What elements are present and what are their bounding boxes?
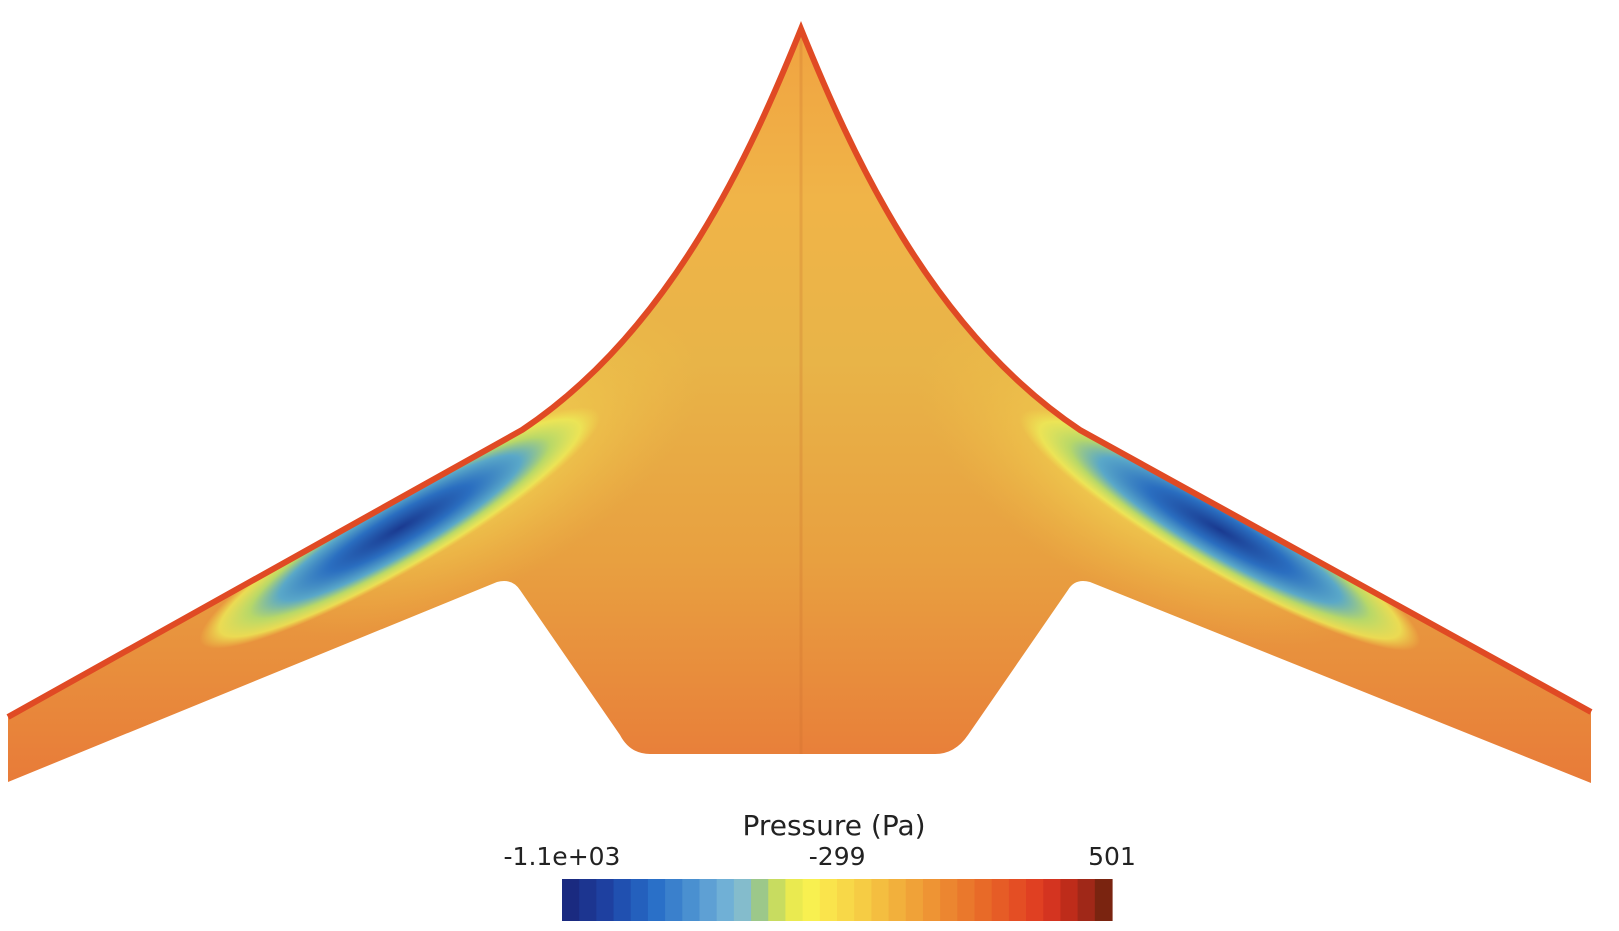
colorbar-segment	[871, 879, 890, 921]
leading-edge	[6, 21, 1593, 720]
colorbar: -1.1e+03 -299 501	[504, 842, 1136, 921]
colorbar-segment	[716, 879, 735, 921]
colorbar-segment	[940, 879, 958, 921]
colorbar-segment	[768, 879, 787, 921]
colorbar-segment	[974, 879, 993, 921]
colorbar-segment	[819, 879, 838, 921]
colorbar-segment	[785, 879, 804, 921]
colorbar-segment	[699, 879, 718, 921]
colorbar-tick-label: -299	[809, 842, 866, 871]
colorbar-segment	[682, 879, 701, 921]
colorbar-title: Pressure (Pa)	[742, 809, 925, 842]
wing-surface	[8, 29, 1591, 783]
colorbar-segment	[1043, 879, 1062, 921]
colorbar-segment	[1077, 879, 1096, 921]
colorbar-segment	[888, 879, 907, 921]
colorbar-segment	[837, 879, 855, 921]
colorbar-segment	[957, 879, 976, 921]
colorbar-segment	[733, 879, 752, 921]
colorbar-segment	[630, 879, 649, 921]
colorbar-segment	[613, 879, 632, 921]
colorbar-segment	[647, 879, 666, 921]
colorbar-segment	[905, 879, 924, 921]
colorbar-segment	[596, 879, 615, 921]
colorbar-segment	[1094, 879, 1113, 921]
colorbar-segment	[1008, 879, 1027, 921]
colorbar-segment	[991, 879, 1010, 921]
colorbar-segment	[922, 879, 941, 921]
colorbar-segment	[562, 879, 580, 921]
colorbar-tick-label: 501	[1088, 842, 1136, 871]
colorbar-segment	[1060, 879, 1079, 921]
colorbar-segment	[579, 879, 597, 921]
colorbar-tick-label: -1.1e+03	[504, 842, 621, 871]
colorbar-segment	[854, 879, 872, 921]
colorbar-segment	[751, 879, 769, 921]
colorbar-segment	[665, 879, 683, 921]
colorbar-segment	[1026, 879, 1044, 921]
colorbar-segment	[802, 879, 821, 921]
